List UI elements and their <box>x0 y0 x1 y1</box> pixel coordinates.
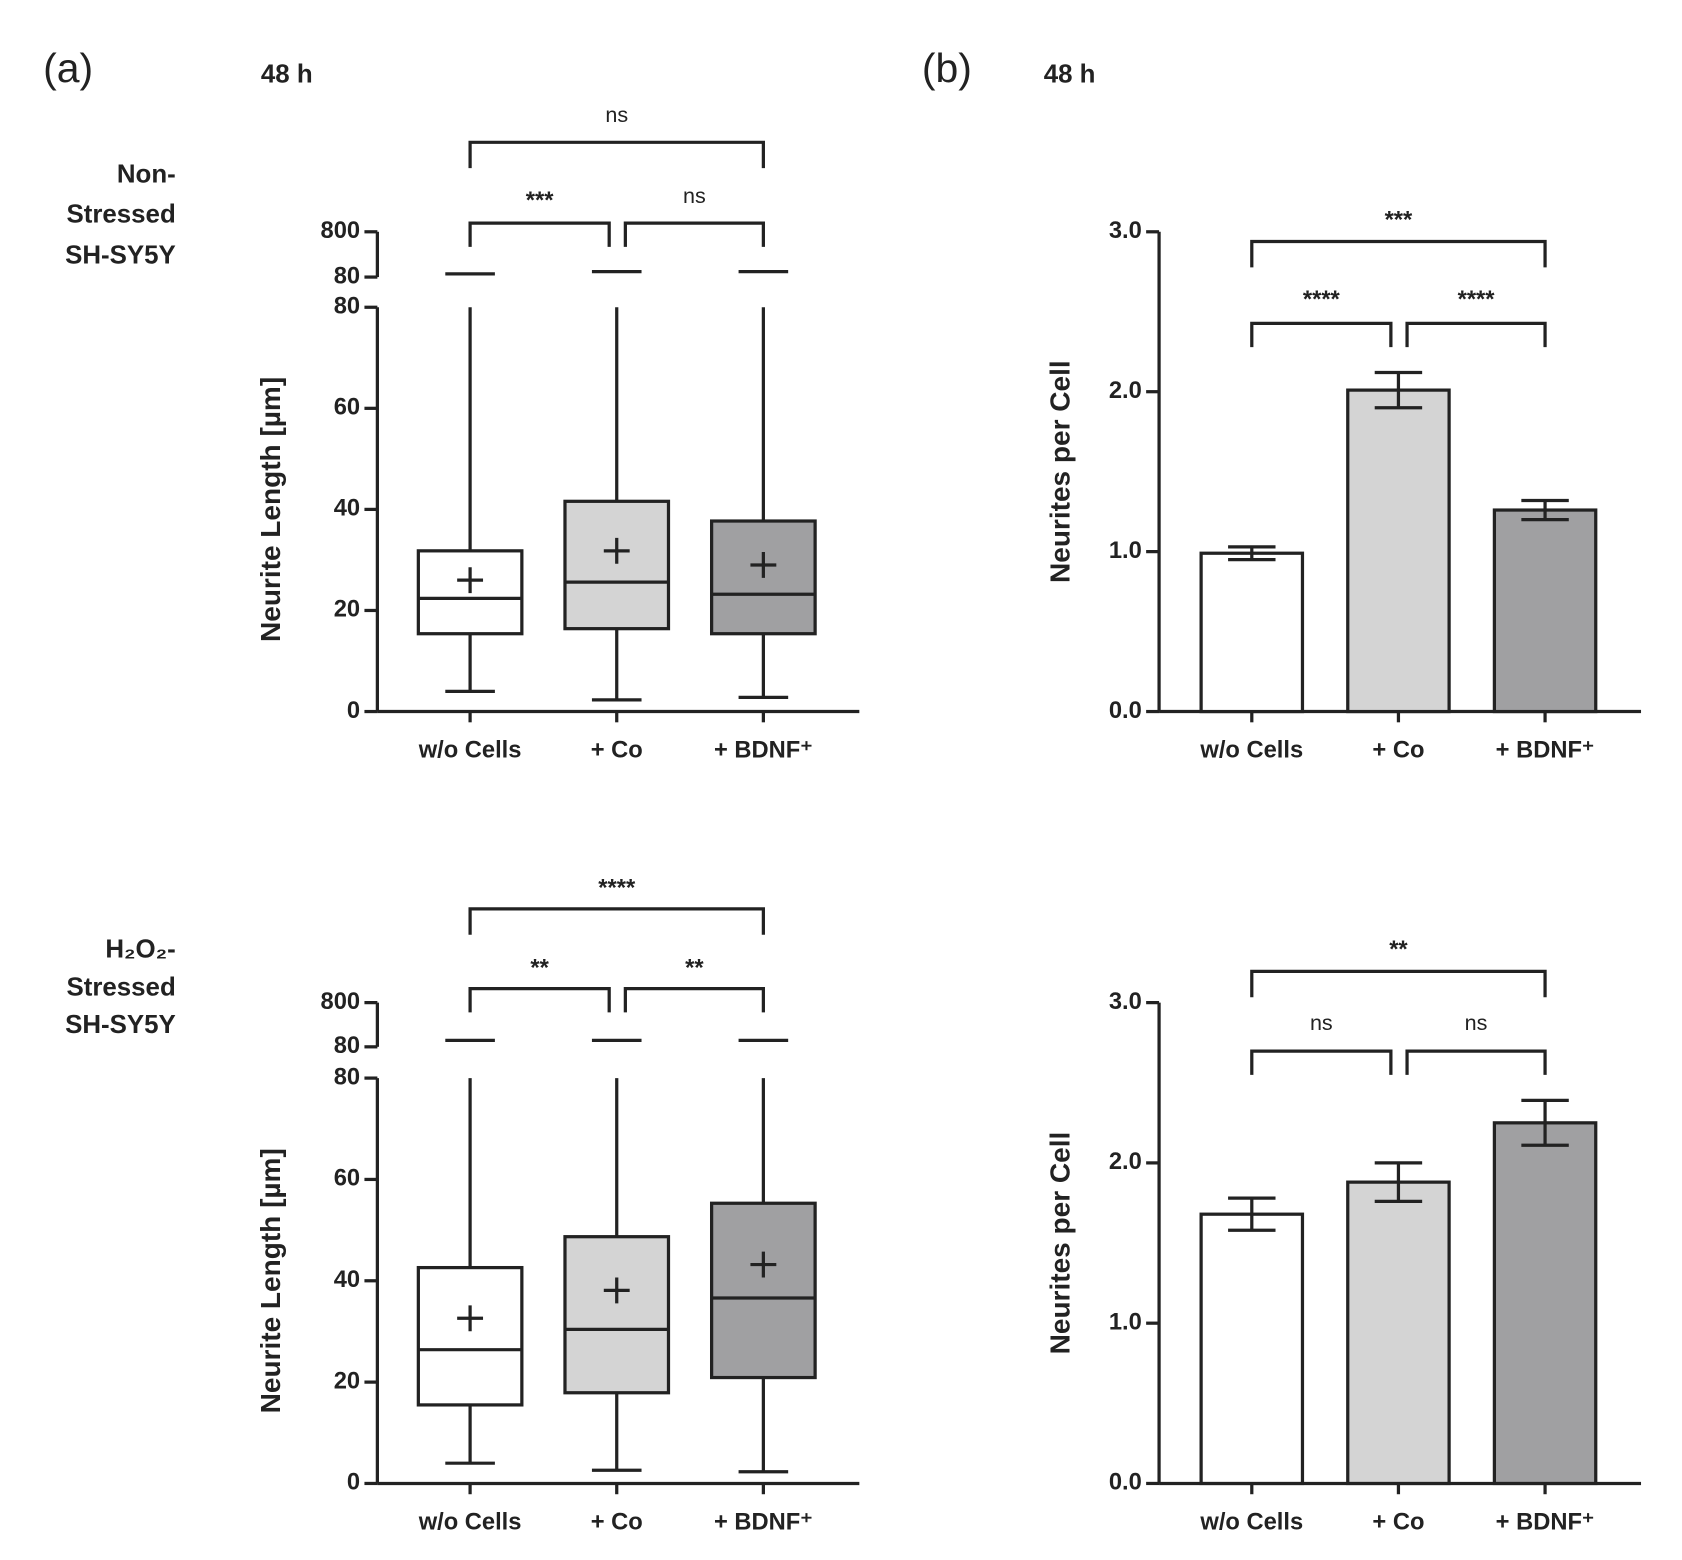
bar <box>1199 551 1305 714</box>
y-tick-label: 1.0 <box>1109 1309 1142 1335</box>
y-axis-label: Neurites per Cell <box>1044 360 1075 583</box>
y-tick-label: 800 <box>321 989 361 1015</box>
x-tick-label: w/o Cells <box>418 738 522 764</box>
box <box>563 499 671 631</box>
significance-label: **** <box>1303 287 1341 313</box>
significance-bracket <box>1250 239 1547 268</box>
bar <box>1346 388 1451 714</box>
chart-title: 48 h <box>1044 60 1096 88</box>
x-tick-label: w/o Cells <box>1199 738 1303 764</box>
y-tick-label: 0.0 <box>1109 698 1142 724</box>
x-tick-label: w/o Cells <box>1199 1510 1303 1536</box>
y-tick-label: 800 <box>321 218 361 244</box>
row-label: SH-SY5Y <box>65 241 176 269</box>
y-axis-label: Neurite Length [µm] <box>255 1148 286 1413</box>
x-tick-label: + BDNF⁺ <box>714 1510 813 1536</box>
box <box>709 1201 817 1380</box>
x-tick-label: w/o Cells <box>418 1510 522 1536</box>
significance-label: *** <box>526 188 554 214</box>
panel-label: (b) <box>922 45 972 91</box>
y-tick-label: 1.0 <box>1109 538 1142 564</box>
y-tick-label: 0 <box>347 1470 360 1496</box>
mean <box>750 1251 777 1278</box>
row-label: SH-SY5Y <box>65 1011 176 1039</box>
x-tick-label: + Co <box>1372 738 1424 764</box>
mean <box>457 1305 484 1332</box>
x-tick-label: + Co <box>591 1510 643 1536</box>
mean <box>457 567 484 594</box>
significance-label: ** <box>1389 937 1408 963</box>
y-tick-label: 20 <box>334 597 360 623</box>
significance-label: *** <box>1385 207 1413 233</box>
significance-label: **** <box>1458 287 1496 313</box>
y-tick-label: 40 <box>334 496 360 522</box>
mean <box>603 1277 630 1304</box>
significance-bracket <box>468 140 765 169</box>
bar <box>1199 1212 1305 1486</box>
y-tick-label: 3.0 <box>1109 218 1142 244</box>
y-tick-label: 80 <box>334 263 360 289</box>
y-tick-label: 20 <box>334 1368 360 1394</box>
significance-label: **** <box>598 876 636 902</box>
y-tick-label: 40 <box>334 1267 360 1293</box>
box <box>416 549 524 636</box>
significance-bracket <box>468 907 765 935</box>
y-tick-label: 2.0 <box>1109 378 1142 404</box>
significance-bracket <box>1250 321 1393 348</box>
significance-label: ns <box>1310 1010 1333 1035</box>
y-tick-label: 60 <box>334 1166 360 1192</box>
row-label: Stressed <box>66 973 175 1001</box>
significance-bracket <box>623 986 765 1013</box>
significance-bracket <box>1250 969 1547 998</box>
y-tick-label: 80 <box>334 1033 360 1059</box>
x-tick-label: + Co <box>591 738 643 764</box>
y-tick-label: 2.0 <box>1109 1149 1142 1175</box>
significance-bracket <box>1405 1049 1547 1075</box>
mean <box>603 537 630 564</box>
significance-bracket <box>468 221 611 247</box>
y-tick-label: 60 <box>334 395 360 421</box>
significance-label: ns <box>1465 1010 1488 1035</box>
significance-bracket <box>1405 321 1547 348</box>
significance-label: ns <box>605 102 628 127</box>
chart-title: 48 h <box>261 60 313 88</box>
y-tick-label: 80 <box>334 1064 360 1090</box>
panel-label: (a) <box>43 45 93 91</box>
row-label: H₂O₂- <box>105 936 175 964</box>
significance-bracket <box>468 986 611 1013</box>
row-label: Stressed <box>66 200 175 228</box>
significance-label: ns <box>683 183 706 208</box>
significance-bracket <box>623 221 765 247</box>
box <box>416 1265 524 1407</box>
bar <box>1492 1121 1598 1486</box>
row-label: Non- <box>117 161 176 189</box>
y-tick-label: 3.0 <box>1109 989 1142 1015</box>
y-tick-label: 80 <box>334 294 360 320</box>
y-tick-label: 0.0 <box>1109 1470 1142 1496</box>
y-axis-label: Neurite Length [µm] <box>255 377 286 642</box>
x-tick-label: + BDNF⁺ <box>1496 738 1595 764</box>
x-tick-label: + BDNF⁺ <box>1496 1510 1595 1536</box>
x-tick-label: + BDNF⁺ <box>714 738 813 764</box>
x-tick-label: + Co <box>1372 1510 1424 1536</box>
significance-label: ** <box>685 955 704 981</box>
y-tick-label: 0 <box>347 698 360 724</box>
y-axis-label: Neurites per Cell <box>1044 1132 1075 1355</box>
mean <box>750 552 777 578</box>
bar <box>1492 508 1598 714</box>
bar <box>1346 1180 1451 1486</box>
box <box>563 1235 671 1395</box>
significance-bracket <box>1250 1049 1393 1075</box>
significance-label: ** <box>530 955 549 981</box>
